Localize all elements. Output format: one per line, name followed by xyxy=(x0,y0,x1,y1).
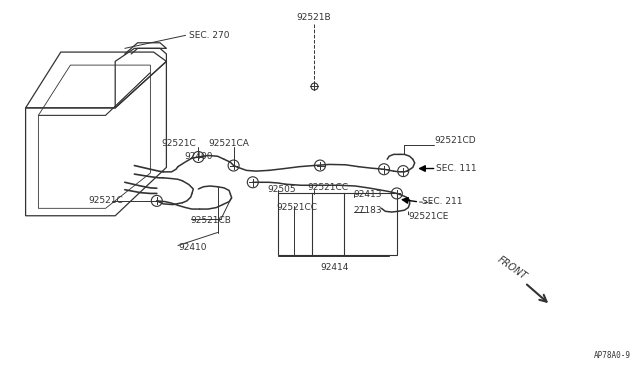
Text: 92400: 92400 xyxy=(184,153,213,161)
Text: SEC. 270: SEC. 270 xyxy=(189,31,229,40)
Text: 92414: 92414 xyxy=(320,263,348,272)
Text: 92521CA: 92521CA xyxy=(208,139,249,148)
Text: 92521CC: 92521CC xyxy=(276,203,317,212)
Text: SEC. 111: SEC. 111 xyxy=(436,164,477,173)
Text: 92521C: 92521C xyxy=(88,196,123,205)
Bar xyxy=(278,193,397,255)
Text: 92521CB: 92521CB xyxy=(191,216,232,225)
Text: SEC. 211: SEC. 211 xyxy=(422,198,463,206)
Text: 92521B: 92521B xyxy=(296,13,331,22)
Text: 92521CC: 92521CC xyxy=(307,183,348,192)
Text: 92521C: 92521C xyxy=(161,139,196,148)
Text: 92521CD: 92521CD xyxy=(434,136,476,145)
Text: AP78A0-9: AP78A0-9 xyxy=(593,351,630,360)
Text: 27183: 27183 xyxy=(353,206,382,215)
Text: 92521CE: 92521CE xyxy=(408,212,449,221)
Text: 92410: 92410 xyxy=(178,243,207,252)
Text: 92505: 92505 xyxy=(268,185,296,194)
Text: FRONT: FRONT xyxy=(495,254,529,282)
Text: 92413: 92413 xyxy=(353,190,382,199)
